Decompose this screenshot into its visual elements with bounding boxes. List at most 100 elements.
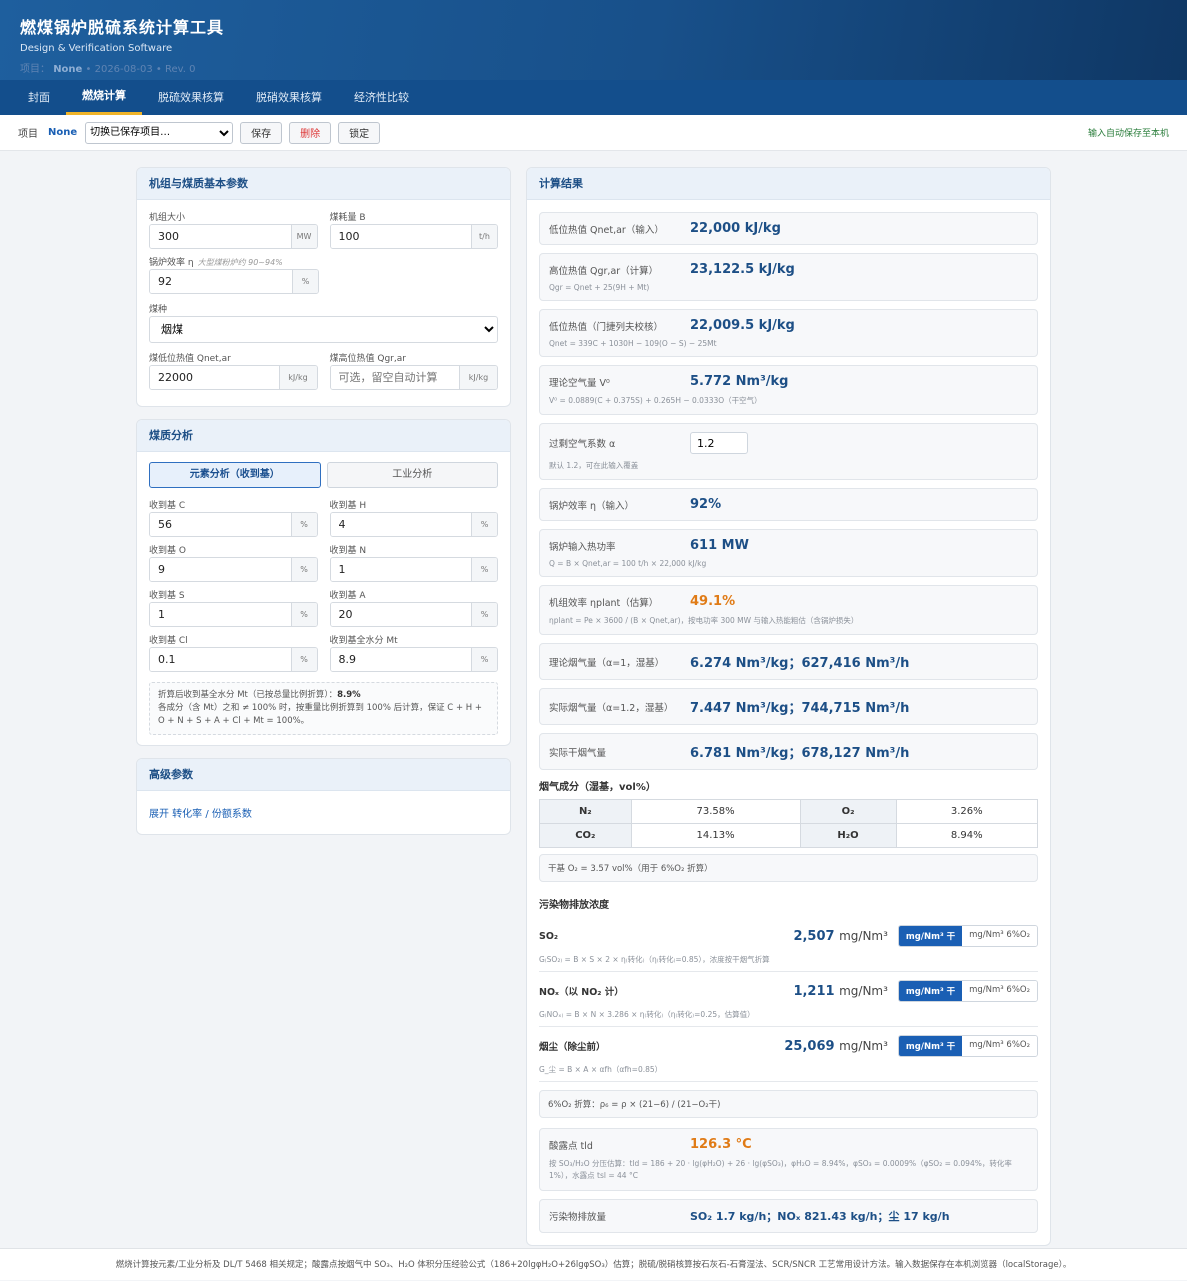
coal-field-unit: % bbox=[471, 513, 497, 536]
gas-name: N₂ bbox=[539, 799, 632, 824]
dew-point-value: 126.3 °C bbox=[690, 1137, 752, 1152]
lock-button[interactable]: 锁定 bbox=[338, 121, 381, 144]
toolbar: 项目 None 切换已保存项目… 保存 删除 锁定 输入自动保存至本机 bbox=[0, 115, 1187, 151]
tab-desulfurization[interactable]: 脱硫效果核算 bbox=[158, 91, 224, 104]
result-row-line: 实际干烟气量 6.781 Nm³/kg；678,127 Nm³/h bbox=[549, 742, 1028, 761]
tab-combustion[interactable]: 燃烧计算 bbox=[66, 80, 142, 115]
unit-dry-option[interactable]: mg/Nm³ 干 bbox=[898, 926, 963, 946]
pollutant-value: 2,507 mg/Nm³ bbox=[793, 929, 887, 944]
qnet-input[interactable] bbox=[150, 366, 279, 389]
result-row-line: 理论烟气量（α=1，湿基） 6.274 Nm³/kg；627,416 Nm³/h bbox=[549, 652, 1028, 671]
dew-point-label: 酸露点 tld bbox=[549, 1140, 593, 1152]
result-row-line: 理论空气量 V⁰ 5.772 Nm³/kg bbox=[549, 374, 1028, 389]
main-tabs: 封面 燃烧计算 脱硫效果核算 脱硝效果核算 经济性比较 bbox=[0, 80, 1187, 115]
boiler-eff-input[interactable] bbox=[150, 270, 292, 293]
coal-field-input[interactable] bbox=[330, 648, 471, 671]
qgr-label: 煤高位热值 Qgr,ar bbox=[329, 354, 406, 364]
coal-field-box: % bbox=[329, 557, 498, 582]
result-formula: Qnet = 339C + 1030H − 109(O − S) − 25Mt bbox=[549, 339, 717, 348]
meta-project-label: 项目： bbox=[20, 64, 50, 75]
delete-button[interactable]: 删除 bbox=[289, 121, 332, 144]
excess-air-row: 过剩空气系数 α 默认 1.2，可在此输入覆盖 bbox=[539, 423, 1038, 480]
coal-field-unit: % bbox=[471, 558, 497, 581]
excess-air-label: 过剩空气系数 α bbox=[549, 439, 616, 450]
coal-field-unit: % bbox=[290, 648, 317, 671]
result-row-line: 低位热值（门捷列夫校核） 22,009.5 kJ/kg bbox=[549, 318, 1028, 333]
project-name: None bbox=[48, 127, 78, 138]
meta-separator: • bbox=[85, 64, 95, 75]
coal-field-label: 收到基 Cl bbox=[149, 636, 188, 646]
coal-field-label: 收到基 H bbox=[329, 501, 367, 511]
tab-denitration[interactable]: 脱硝效果核算 bbox=[256, 91, 322, 104]
result-label: 实际干烟气量 bbox=[549, 747, 607, 759]
app-header: 燃煤锅炉脱硫系统计算工具 Design & Verification Softw… bbox=[0, 0, 1187, 80]
pollutant-value: 1,211 mg/Nm³ bbox=[793, 984, 887, 999]
result-row: 机组效率 ηplant（估算） 49.1% ηplant = Pe × 3600 /… bbox=[539, 585, 1038, 635]
coal-field-unit: % bbox=[290, 558, 317, 581]
unit-6o2-option[interactable]: mg/Nm³ 6%O₂ bbox=[962, 926, 1037, 946]
result-row-line: 锅炉效率 η（输入） 92% bbox=[549, 497, 1028, 512]
coal-field: 收到基 H% bbox=[329, 498, 498, 537]
result-row: 理论空气量 V⁰ 5.772 Nm³/kg V⁰ = 0.0889(C + 0.37… bbox=[539, 365, 1038, 415]
coal-field-box: % bbox=[149, 557, 318, 582]
ultimate-analysis-tab[interactable]: 元素分析（收到基） bbox=[149, 462, 321, 488]
excess-air-input[interactable] bbox=[690, 432, 748, 454]
coal-field-label: 收到基 A bbox=[329, 591, 366, 601]
save-button[interactable]: 保存 bbox=[240, 121, 283, 144]
emission-value: SO₂ 1.7 kg/h；NOₓ 821.43 kg/h；尘 17 kg/h bbox=[690, 1210, 950, 1223]
pollutant-number: 2,507 bbox=[793, 928, 835, 944]
gas-name: O₂ bbox=[799, 799, 897, 824]
coal-field: 收到基 N% bbox=[329, 543, 498, 582]
unit-6o2-option[interactable]: mg/Nm³ 6%O₂ bbox=[962, 1036, 1037, 1056]
qgr-input[interactable] bbox=[330, 366, 459, 389]
gas-name: H₂O bbox=[799, 823, 897, 848]
coal-field-input[interactable] bbox=[150, 513, 291, 536]
unit-6o2-option[interactable]: mg/Nm³ 6%O₂ bbox=[962, 981, 1037, 1001]
coal-type-select[interactable]: 烟煤 bbox=[149, 316, 498, 343]
coal-field-input[interactable] bbox=[150, 558, 291, 581]
coal-field-label: 收到基 O bbox=[149, 546, 186, 556]
app-subtitle: Design & Verification Software bbox=[20, 43, 173, 54]
dry-o2-note: 干基 O₂ = 3.57 vol%（用于 6%O₂ 折算） bbox=[539, 854, 1038, 882]
unit-dry-option[interactable]: mg/Nm³ 干 bbox=[898, 981, 963, 1001]
coal-field-box: % bbox=[149, 512, 318, 537]
result-value: 7.447 Nm³/kg；744,715 Nm³/h bbox=[690, 701, 910, 716]
coal-analysis-title: 煤质分析 bbox=[137, 420, 510, 452]
coal-rate-unit: t/h bbox=[471, 225, 497, 248]
result-formula: Q = B × Qnet,ar = 100 t/h × 22,000 kJ/kg bbox=[549, 559, 707, 568]
result-label: 机组效率 ηplant（估算） bbox=[549, 597, 659, 609]
unit-dry-option[interactable]: mg/Nm³ 干 bbox=[898, 1036, 963, 1056]
tab-cover[interactable]: 封面 bbox=[28, 91, 50, 104]
gas-composition-table: N₂ 73.58% O₂ 3.26% CO₂ 14.13% H₂O 8.94% bbox=[539, 799, 1039, 848]
result-value: 22,009.5 kJ/kg bbox=[690, 318, 795, 333]
tab-economics[interactable]: 经济性比较 bbox=[354, 91, 409, 104]
unit-size-input[interactable] bbox=[150, 225, 291, 248]
coal-field-input[interactable] bbox=[330, 558, 471, 581]
result-formula: V⁰ = 0.0889(C + 0.375S) + 0.265H − 0.033… bbox=[549, 396, 762, 405]
dew-point-formula: 按 SO₃/H₂O 分压估算：tld = 186 + 20 · lg(φH₂O)… bbox=[549, 1159, 1012, 1180]
coal-field-input[interactable] bbox=[150, 648, 291, 671]
coal-field: 收到基 S% bbox=[149, 588, 318, 627]
coal-field-input[interactable] bbox=[330, 513, 471, 536]
basic-params-card: 机组与煤质基本参数 机组大小 MW 煤耗量 B t/h 锅炉效率 η大型煤粉炉约… bbox=[136, 167, 511, 407]
qnet-unit: kJ/kg bbox=[278, 366, 317, 389]
meta-separator: • bbox=[155, 64, 165, 75]
coal-field-unit: % bbox=[471, 603, 497, 626]
boiler-eff-unit: % bbox=[292, 270, 318, 293]
result-row-line: 机组效率 ηplant（估算） 49.1% bbox=[549, 594, 1028, 609]
coal-field-box: % bbox=[329, 647, 498, 672]
results-card: 计算结果 低位热值 Qnet,ar（输入） 22,000 kJ/kg 高位热值 Qg… bbox=[526, 167, 1051, 1246]
expand-advanced-link[interactable]: 展开 转化率 / 份额系数 bbox=[149, 809, 252, 820]
coal-field-input[interactable] bbox=[150, 603, 291, 626]
qnet-label: 煤低位热值 Qnet,ar bbox=[149, 354, 231, 364]
coal-rate-input[interactable] bbox=[330, 225, 471, 248]
result-label: 理论烟气量（α=1，湿基） bbox=[549, 657, 665, 669]
coal-field-input[interactable] bbox=[330, 603, 471, 626]
moisture-note: 折算后收到基全水分 Mt（已按总量比例折算）：8.9% 各成分（含 Mt）之和 … bbox=[149, 682, 498, 735]
proximate-analysis-tab[interactable]: 工业分析 bbox=[326, 462, 498, 488]
footer-note: 燃烧计算按元素/工业分析及 DL/T 5468 相关规定；酸露点按烟气中 SO₃… bbox=[0, 1248, 1187, 1280]
meta-rev: Rev. 0 bbox=[164, 64, 196, 75]
result-row-line: 高位热值 Qgr,ar（计算） 23,122.5 kJ/kg bbox=[549, 262, 1028, 277]
emission-label: 污染物排放量 bbox=[549, 1212, 607, 1223]
project-select[interactable]: 切换已保存项目… bbox=[85, 121, 234, 144]
